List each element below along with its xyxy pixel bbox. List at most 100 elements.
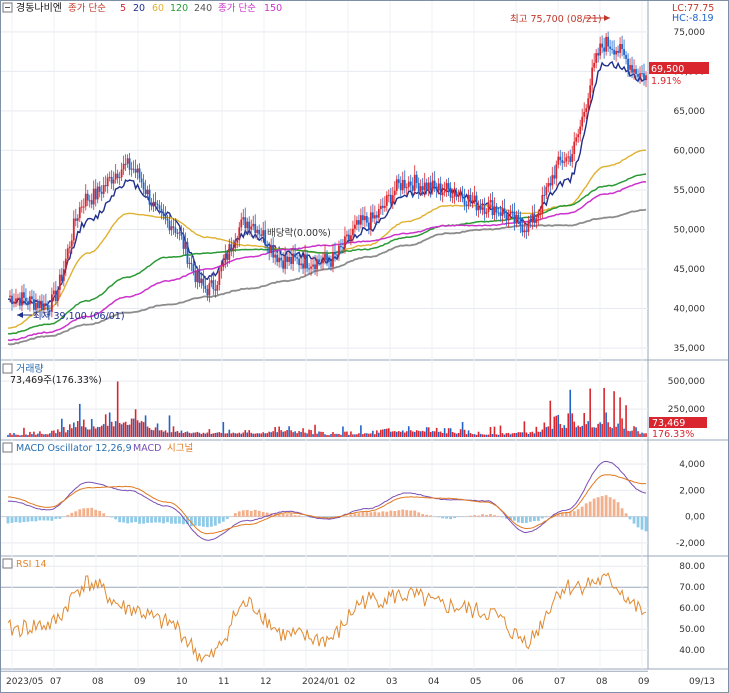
volume-bar: [33, 431, 35, 437]
rsi-panel-menu-icon[interactable]: [2, 558, 13, 569]
volume-bars: [7, 381, 647, 437]
volume-bar: [579, 426, 582, 437]
candle-body: [23, 292, 25, 298]
candle-body: [198, 270, 201, 284]
macd-panel-menu-icon[interactable]: [2, 442, 13, 453]
volume-bar: [360, 425, 362, 437]
candle-body: [252, 223, 255, 227]
candle-body: [373, 215, 376, 219]
volume-bar: [140, 421, 143, 437]
candle-body: [50, 294, 53, 312]
candle-body: [158, 205, 161, 209]
volume-bar: [82, 419, 85, 437]
candle-body: [234, 242, 237, 248]
volume-bar: [585, 424, 587, 437]
x-tick-label: 04: [428, 677, 440, 687]
macd-osc-bar: [389, 510, 393, 517]
volume-bar: [286, 429, 288, 437]
price-candles: [9, 31, 647, 318]
candle-body: [352, 228, 354, 236]
candle-body: [156, 203, 159, 206]
x-tick-label: 2024/01: [302, 677, 339, 687]
volume-bar: [575, 427, 578, 437]
candle-body: [62, 269, 65, 281]
volume-bar: [419, 431, 422, 437]
candle-body: [46, 304, 49, 311]
volume-bar: [94, 428, 97, 437]
macd-osc-bar: [405, 510, 409, 517]
volume-bar: [272, 431, 274, 437]
volume-bar: [517, 432, 520, 437]
volume-current-value: 73,469: [652, 418, 685, 429]
volume-bar: [415, 430, 418, 437]
macd-osc-bar: [241, 510, 245, 517]
volume-bar: [214, 432, 217, 437]
candle-body: [477, 205, 480, 211]
candle-body: [148, 189, 151, 205]
volume-bar: [473, 434, 476, 437]
candle-body: [162, 212, 165, 216]
volume-bar: [226, 433, 229, 437]
volume-bar: [382, 429, 384, 437]
volume-panel-menu-icon[interactable]: [2, 363, 13, 374]
macd-osc-bar: [90, 507, 94, 517]
candle-body: [196, 270, 199, 283]
volume-bar: [431, 431, 434, 437]
volume-bar: [567, 413, 570, 437]
volume-bar: [258, 433, 261, 437]
macd-osc-bar: [26, 516, 30, 522]
volume-bar: [348, 434, 350, 437]
candle-body: [441, 192, 444, 196]
volume-bar: [248, 430, 251, 437]
rsi-y-tick: 70.00: [679, 583, 705, 593]
volume-bar: [67, 429, 69, 437]
candle-body: [238, 227, 241, 240]
candle-body: [60, 274, 63, 281]
volume-bar: [246, 432, 249, 437]
candle-body: [451, 196, 454, 198]
macd-osc-bar: [118, 516, 122, 523]
volume-bar: [495, 434, 498, 437]
macd-osc-bar: [365, 512, 369, 517]
volume-bar: [63, 427, 65, 437]
volume-bar: [553, 416, 556, 437]
candle-body: [497, 212, 500, 214]
candle-body: [112, 179, 115, 184]
macd-line: [7, 460, 647, 541]
x-tick-label: 07: [50, 677, 61, 687]
candle-body: [621, 44, 623, 50]
candle-body: [593, 62, 596, 68]
volume-bar: [358, 433, 360, 437]
legend-ma5: 5: [120, 3, 126, 14]
macd-osc-bar: [46, 516, 50, 521]
volume-bar: [334, 433, 336, 437]
volume-bar: [501, 433, 504, 437]
volume-bar: [551, 428, 554, 437]
candle-body: [471, 200, 474, 202]
macd-osc-bar: [552, 513, 556, 517]
current-price-tag: [649, 62, 709, 74]
volume-bar: [437, 431, 440, 437]
candle-body: [110, 176, 113, 184]
candle-body: [70, 240, 73, 247]
candle-body: [230, 244, 233, 251]
candle-body: [557, 156, 560, 165]
volume-bar: [86, 429, 89, 437]
candle-body: [186, 241, 189, 264]
volume-bar: [37, 433, 39, 437]
candle-body: [389, 194, 392, 204]
volume-bar: [629, 431, 631, 437]
macd-osc-bar: [505, 516, 508, 519]
macd-osc-bar: [457, 516, 460, 518]
volume-bar: [316, 433, 318, 437]
volume-bar: [126, 424, 129, 437]
volume-bar: [69, 424, 71, 437]
candle-body: [140, 178, 143, 183]
volume-bar: [589, 388, 591, 437]
volume-bar: [74, 427, 77, 437]
candle-body: [224, 254, 227, 263]
candle-body: [35, 303, 37, 310]
candle-body: [270, 245, 273, 254]
volume-bar: [322, 431, 324, 437]
